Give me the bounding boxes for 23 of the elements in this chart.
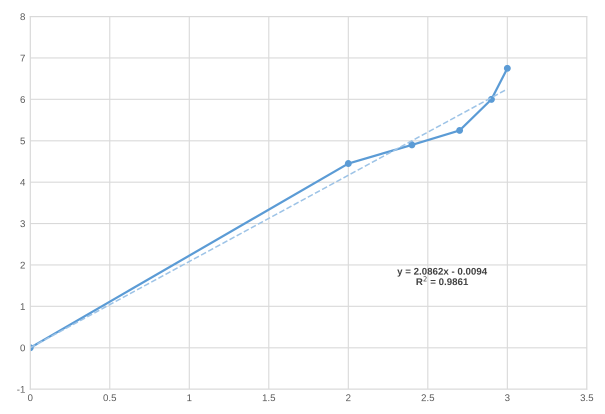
x-tick-label: 2 [346,394,351,402]
y-tick-label: 3 [20,220,25,228]
y-tick-label: 6 [20,96,25,103]
x-tick-label: 3 [505,394,510,402]
x-tick-label: 3.5 [580,394,594,402]
x-tick-label: 1.5 [262,394,276,402]
x-tick-label: 0.5 [103,394,116,402]
point [456,126,464,134]
point [344,160,352,168]
x-tick-label: 0 [28,394,33,402]
annotation: y = 2.0862x - 0.0094 R$^{2}$ = 0.9861 [397,268,488,286]
y-tick-label: 8 [20,13,25,20]
x-tick-label: 1 [187,394,192,402]
point [504,64,511,72]
y-tick-label: 1 [20,303,25,310]
y-tick-label: 4 [20,178,26,186]
y-tick-label: 0 [20,344,26,352]
y-tick-label: 7 [20,54,25,62]
y-tick-label: 5 [20,138,25,144]
x-tick-label: 2.5 [422,394,434,402]
y-tick-label: -1 [17,386,25,393]
y-tick-label: 2 [20,262,25,268]
point [408,141,416,148]
